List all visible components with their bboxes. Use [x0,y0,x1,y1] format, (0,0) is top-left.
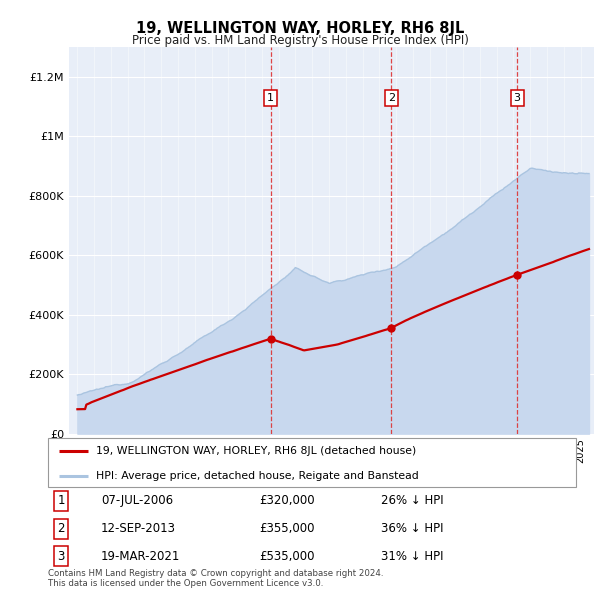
Text: 31% ↓ HPI: 31% ↓ HPI [380,550,443,563]
Text: 3: 3 [514,93,521,103]
Text: HPI: Average price, detached house, Reigate and Banstead: HPI: Average price, detached house, Reig… [95,471,418,481]
Text: Price paid vs. HM Land Registry's House Price Index (HPI): Price paid vs. HM Land Registry's House … [131,34,469,47]
Text: 3: 3 [58,550,65,563]
Text: £535,000: £535,000 [259,550,315,563]
Text: 19, WELLINGTON WAY, HORLEY, RH6 8JL: 19, WELLINGTON WAY, HORLEY, RH6 8JL [136,21,464,35]
Text: 36% ↓ HPI: 36% ↓ HPI [380,522,443,535]
FancyBboxPatch shape [48,438,576,487]
Text: 2: 2 [388,93,395,103]
Text: 1: 1 [267,93,274,103]
Text: Contains HM Land Registry data © Crown copyright and database right 2024.
This d: Contains HM Land Registry data © Crown c… [48,569,383,588]
Text: 26% ↓ HPI: 26% ↓ HPI [380,494,443,507]
Text: 19-MAR-2021: 19-MAR-2021 [101,550,180,563]
Text: £320,000: £320,000 [259,494,315,507]
Text: 1: 1 [58,494,65,507]
Text: £355,000: £355,000 [259,522,315,535]
Text: 19, WELLINGTON WAY, HORLEY, RH6 8JL (detached house): 19, WELLINGTON WAY, HORLEY, RH6 8JL (det… [95,447,416,457]
Text: 2: 2 [58,522,65,535]
Text: 12-SEP-2013: 12-SEP-2013 [101,522,176,535]
Text: 07-JUL-2006: 07-JUL-2006 [101,494,173,507]
